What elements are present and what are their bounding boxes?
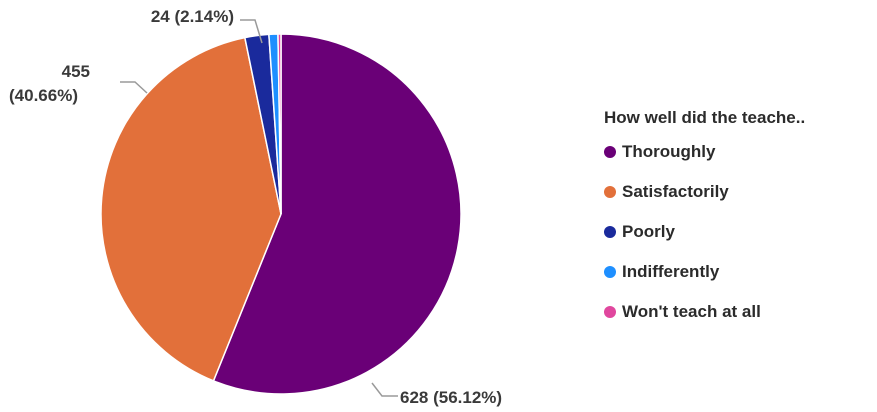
legend-label: Satisfactorily [622,181,729,201]
data-label-satisfactorily-line-1: 455 [62,62,90,81]
legend-item-indifferently[interactable]: Indifferently [604,258,805,285]
legend-item-poorly[interactable]: Poorly [604,218,805,245]
pie-slice-thoroughly[interactable] [212,33,462,395]
legend-title: How well did the teache.. [604,108,806,127]
pie-slice-satisfactorily[interactable] [100,36,282,382]
legend-item-won-t-teach-at-all[interactable]: Won't teach at all [604,298,805,325]
legend-marker-icon [604,225,616,238]
legend-label: Poorly [622,221,675,241]
leader-line-satisfactorily [120,81,148,94]
pie-slice-won-t-teach-at-all[interactable] [277,33,282,215]
legend: How well did the teache.. Thoroughly Sati… [604,108,805,325]
leader-line-thoroughly [371,382,398,397]
legend-item-thoroughly[interactable]: Thoroughly [604,138,805,165]
legend-item-satisfactorily[interactable]: Satisfactorily [604,178,805,205]
legend-label: Thoroughly [622,141,716,161]
data-label-thoroughly: 628 (56.12%) [400,388,502,407]
legend-marker-icon [604,145,616,158]
data-label-satisfactorily-line-2: (40.66%) [9,86,78,105]
data-label-poorly: 24 (2.14%) [151,7,234,26]
legend-label: Indifferently [622,261,720,281]
legend-marker-icon [604,265,616,278]
leader-line-poorly [240,19,263,44]
pie-slices [100,33,462,395]
legend-items: Thoroughly Satisfactorily Poorly Indifferen… [604,138,805,325]
pie-data-labels: 628 (56.12%) 455 (40.66%) 24 (2.14%) [9,7,502,407]
legend-marker-icon [604,305,616,318]
legend-label: Won't teach at all [622,301,761,321]
legend-marker-icon [604,185,616,198]
